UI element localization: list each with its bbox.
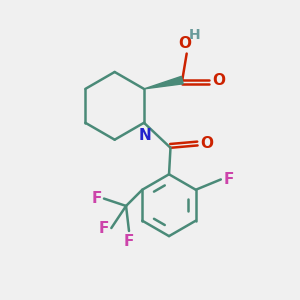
Text: F: F <box>124 234 134 249</box>
Text: O: O <box>179 36 192 51</box>
Text: H: H <box>189 28 201 42</box>
Text: N: N <box>139 128 152 143</box>
Text: F: F <box>223 172 234 187</box>
Text: F: F <box>91 191 102 206</box>
Text: F: F <box>99 220 109 236</box>
Text: O: O <box>200 136 214 151</box>
Polygon shape <box>144 76 183 89</box>
Text: O: O <box>212 73 225 88</box>
